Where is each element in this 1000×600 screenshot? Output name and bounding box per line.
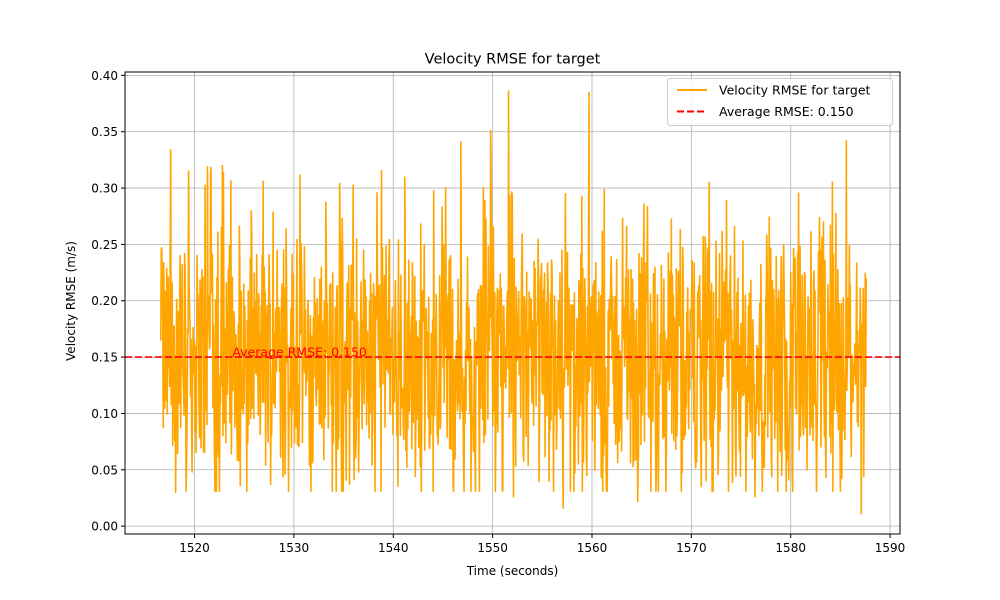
chart-title: Velocity RMSE for target: [425, 52, 601, 68]
x-axis-label: Time (seconds): [466, 564, 559, 578]
series-line-velocity-rmse: [159, 90, 868, 515]
y-tick-label-0.25: 0.25: [91, 238, 118, 252]
plot-area: Average RMSE: 0.150: [125, 90, 900, 515]
average-rmse-annotation: Average RMSE: 0.150: [232, 345, 367, 360]
y-tick-label-0.30: 0.30: [91, 182, 118, 196]
x-tick-label-1540: 1540: [378, 541, 409, 555]
legend: Velocity RMSE for target Average RMSE: 0…: [667, 78, 893, 126]
y-tick-label-0.15: 0.15: [91, 351, 118, 365]
x-tick-label-1520: 1520: [179, 541, 210, 555]
y-tick-label-0.40: 0.40: [91, 69, 118, 83]
plot-frame: [124, 71, 901, 535]
x-tick-label-1530: 1530: [279, 541, 310, 555]
legend-frame: [667, 78, 893, 126]
legend-label-velocity-rmse: Velocity RMSE for target: [719, 83, 871, 98]
y-tick-label-0.10: 0.10: [91, 407, 118, 421]
y-tick-label-0.00: 0.00: [91, 520, 118, 534]
x-tick-label-1580: 1580: [775, 541, 806, 555]
x-tick-label-1550: 1550: [477, 541, 508, 555]
axes: 1520 1530 1540 1550 1560 1570 1580 1590 0.00 0.05…: [91, 69, 905, 555]
x-tick-label-1570: 1570: [676, 541, 707, 555]
x-tick-label-1590: 1590: [875, 541, 906, 555]
y-tick-label-0.35: 0.35: [91, 125, 118, 139]
legend-label-average-rmse: Average RMSE: 0.150: [719, 104, 854, 119]
y-tick-label-0.20: 0.20: [91, 294, 118, 308]
y-axis-label: Velocity RMSE (m/s): [64, 241, 78, 361]
y-tick-label-0.05: 0.05: [91, 463, 118, 477]
x-tick-label-1560: 1560: [577, 541, 608, 555]
